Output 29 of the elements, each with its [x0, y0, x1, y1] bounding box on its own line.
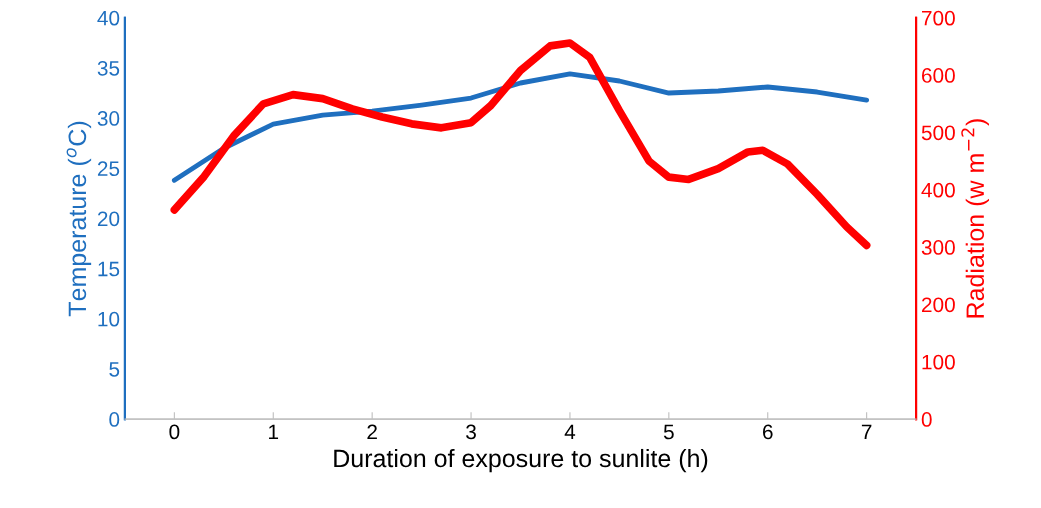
y-tick-label: 0	[109, 412, 120, 427]
y2-tick-label: 100	[922, 354, 955, 370]
x-tick-label: 6	[763, 424, 773, 440]
y-tick-label: 10	[98, 311, 120, 327]
y-tick-label: 35	[97, 60, 120, 76]
y-tick-label: 5	[109, 362, 120, 377]
y-axis-title: Temperature ($^{o}$C)	[66, 121, 92, 317]
y2-tick-label: 700	[922, 10, 955, 26]
y2-axis-title: Radiation (w m$^{−2}$)	[961, 119, 989, 318]
y2-tick-label: 200	[921, 297, 955, 313]
y-tick-label: 25	[97, 161, 120, 177]
y2-tick-label: 600	[922, 68, 955, 83]
y-tick-label: 20	[97, 211, 120, 227]
y-tick-label: 40	[97, 10, 120, 26]
y2-tick-label: 0	[921, 412, 932, 427]
x-tick-label: 5	[663, 424, 674, 440]
y-tick-label: 30	[97, 111, 120, 126]
x-axis-title: Duration of exposure to sunlite (h)	[334, 448, 708, 473]
x-tick-label: 1	[269, 424, 279, 440]
x-tick-label: 2	[367, 424, 377, 440]
x-tick-label: 4	[564, 424, 576, 440]
x-tick-label: 7	[861, 424, 872, 440]
x-tick-label: 3	[466, 424, 476, 440]
y-tick-label: 15	[98, 261, 120, 277]
line-series	[171, 71, 870, 183]
y2-tick-label: 400	[921, 182, 955, 198]
x-tick-label: 0	[169, 424, 180, 440]
y2-tick-label: 500	[921, 125, 955, 141]
y2-tick-label: 300	[921, 240, 955, 255]
